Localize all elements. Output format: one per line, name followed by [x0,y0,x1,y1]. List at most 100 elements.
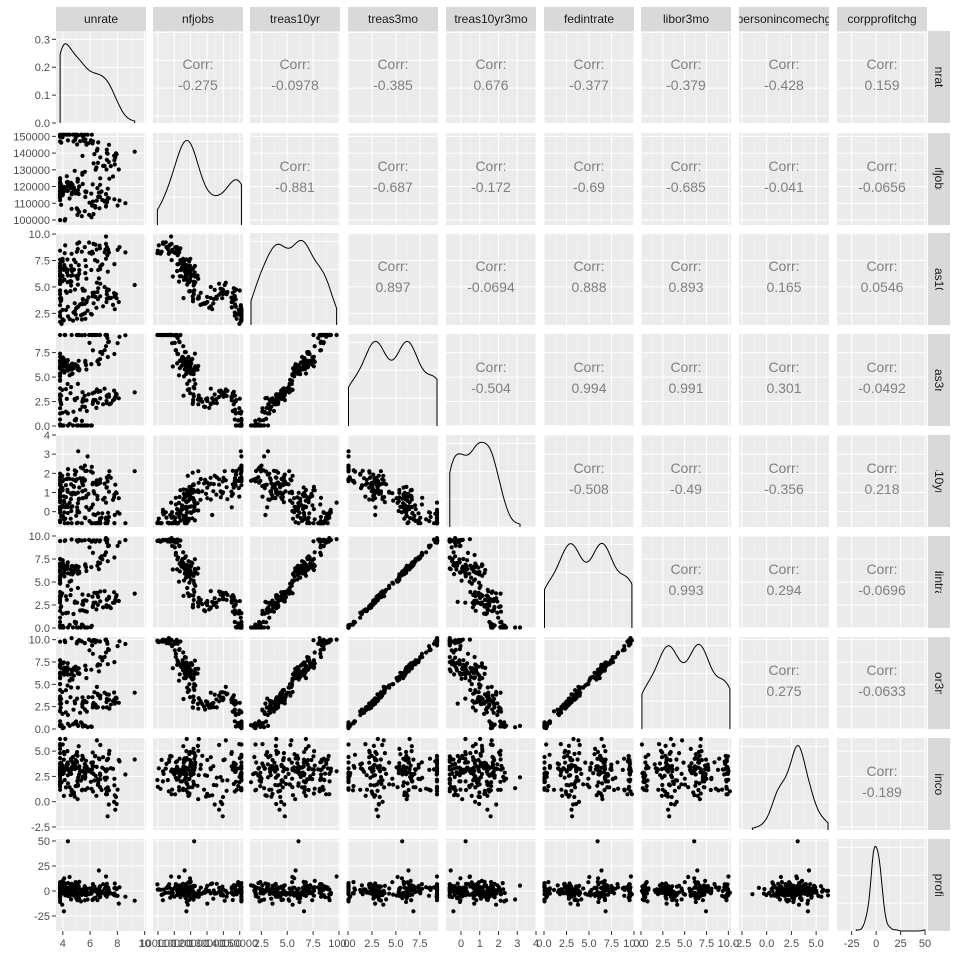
scatter-point [176,521,181,526]
panel-background [250,31,340,123]
scatter-point [181,550,186,555]
scatter-point [494,591,499,596]
scatter-point [75,176,80,181]
panel-background [348,334,438,426]
scatter-point [468,589,473,595]
scatter-point [76,133,81,138]
scatter-point [106,250,111,255]
scatter-point [84,609,89,614]
corr-value: 0.993 [668,582,703,598]
scatter-point [502,720,507,725]
scatter-point [106,196,111,201]
scatter-point [620,648,625,653]
scatter-point [70,677,75,682]
scatter-point [413,558,418,563]
scatter-point [433,639,438,644]
scatter-point [351,478,356,483]
scatter-point [198,497,203,502]
scatter-point [367,475,373,480]
scatter-point [64,700,69,705]
scatter-point [289,583,294,588]
scatter-point [187,580,192,585]
corr-label: Corr: [279,158,310,174]
scatter-point [67,196,72,201]
scatter-point [576,690,581,695]
scatter-point [173,251,178,256]
panel-treas10yr3mo-nfjobs [153,434,244,527]
panel-libor3mo-fedintrate [542,636,635,731]
panel-treas3mo-personincomechg: Corr: 0.301 [739,334,829,427]
scatter-point [94,684,99,690]
scatter-point [279,482,284,487]
scatter-point [64,174,69,179]
scatter-point [192,377,197,382]
scatter-point [473,561,478,566]
scatter-point [158,251,163,256]
panel-unrate-personincomechg: Corr: -0.428 [739,31,829,123]
scatter-point [184,360,189,366]
scatter-point [396,499,401,504]
scatter-point [283,481,289,486]
scatter-point [65,683,70,688]
scatter-point [94,538,99,543]
scatter-point [62,521,67,526]
scatter-point [490,625,495,630]
scatter-point [308,561,313,566]
scatter-point [70,572,75,577]
scatter-point [65,423,71,428]
scatter-point [59,191,64,196]
scatter-point [303,371,309,376]
scatter-point [187,495,192,500]
scatter-point [78,407,83,412]
scatter-point [237,700,242,705]
scatter-point [232,619,237,625]
scatter-point [473,708,478,713]
scatter-point [418,655,423,660]
scatter-point [169,537,174,542]
scatter-point [60,259,65,264]
scatter-point [301,517,307,522]
scatter-point [217,597,222,603]
scatter-point [293,566,298,571]
panel-treas10yr-fedintrate: Corr: 0.888 [543,233,635,325]
scatter-point [191,597,196,603]
scatter-point [95,146,100,151]
panel-treas10yr3mo-libor3mo: Corr: -0.49 [640,434,731,527]
scatter-point [90,550,95,556]
scatter-point [112,521,117,526]
scatter-point [175,567,180,572]
scatter-point [76,358,81,363]
scatter-point [214,401,219,406]
scatter-point [376,593,382,598]
scatter-point [513,625,518,630]
corr-value: -0.172 [471,179,511,195]
scatter-point [68,185,73,190]
scatter-point [100,197,105,203]
scatter-point [238,449,243,454]
scatter-point [60,355,65,360]
panel-treas10yr-treas10yr [250,233,340,326]
scatter-point [83,264,89,269]
scatter-point [96,693,101,698]
scatter-point [296,571,301,576]
scatter-point [87,340,92,345]
scatter-point [106,159,111,165]
scatter-point [96,194,101,199]
scatter-point [79,479,84,484]
panel-libor3mo-corpprofitchg: Corr: -0.0633 [837,637,927,730]
scatter-point [84,276,89,281]
corr-label: Corr: [377,258,408,274]
scatter-point [496,615,501,620]
scatter-point [346,722,351,727]
scatter-point [80,181,85,187]
scatter-point [190,604,195,610]
scatter-point [58,471,63,476]
scatter-point [70,722,76,727]
scatter-point [198,476,203,482]
scatter-point [75,520,80,525]
scatter-point [92,203,98,208]
scatter-point [188,256,193,261]
scatter-point [266,705,271,710]
scatter-point [299,566,304,572]
scatter-point [473,662,478,667]
